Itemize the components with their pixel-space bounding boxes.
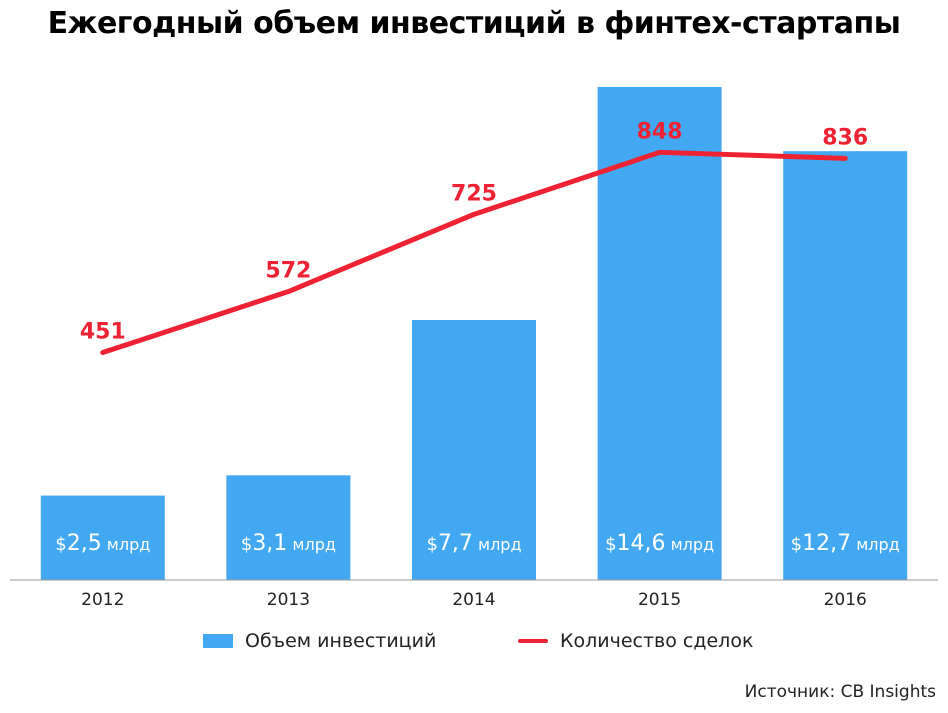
chart-title: Ежегодный объем инвестиций в финтех-стар…: [47, 6, 901, 41]
legend-bar-swatch: [203, 634, 233, 648]
bar-value-label-2014: $7,7 млрд: [426, 531, 521, 556]
x-tick-label-2015: 2015: [638, 590, 681, 610]
deals-label-2013: 572: [265, 259, 311, 284]
deals-label-2015: 848: [637, 119, 683, 144]
x-tick-label-2016: 2016: [824, 590, 867, 610]
deals-label-2016: 836: [822, 125, 868, 150]
bar-2015: [597, 87, 722, 580]
x-tick-label-2013: 2013: [267, 590, 310, 610]
bar-value-label-2012: $2,5 млрд: [55, 531, 150, 556]
bar-value-label-2013: $3,1 млрд: [241, 531, 336, 556]
bar-2012: [40, 495, 165, 580]
x-tick-label-2012: 2012: [81, 590, 124, 610]
bar-2014: [412, 319, 536, 580]
source-note: Источник: CB Insights: [744, 682, 936, 702]
deals-label-2012: 451: [80, 320, 126, 345]
deals-line-layer: 451 572 725 848 836: [80, 119, 868, 356]
x-tick-label-2014: 2014: [452, 590, 495, 610]
legend-label-deals: Количество сделок: [560, 630, 754, 652]
legend-label-investments: Объем инвестиций: [245, 630, 437, 652]
bar-2013: [226, 475, 351, 580]
legend-item-investments: Объем инвестиций: [203, 630, 436, 652]
bar-value-label-2016: $12,7 млрд: [791, 531, 900, 556]
deals-line: [100, 149, 848, 356]
legend-line-swatch: [518, 639, 548, 643]
deals-label-2014: 725: [451, 181, 497, 206]
x-tick-layer: 2012 2013 2014 2015 2016: [81, 590, 867, 610]
bars-layer: $2,5 млрд $3,1 млрд $7,7 млрд $14,6 млрд $12…: [40, 87, 908, 580]
legend-item-deals: Количество сделок: [518, 630, 753, 652]
bar-value-label-2015: $14,6 млрд: [605, 531, 714, 556]
bar-2016: [783, 151, 908, 580]
